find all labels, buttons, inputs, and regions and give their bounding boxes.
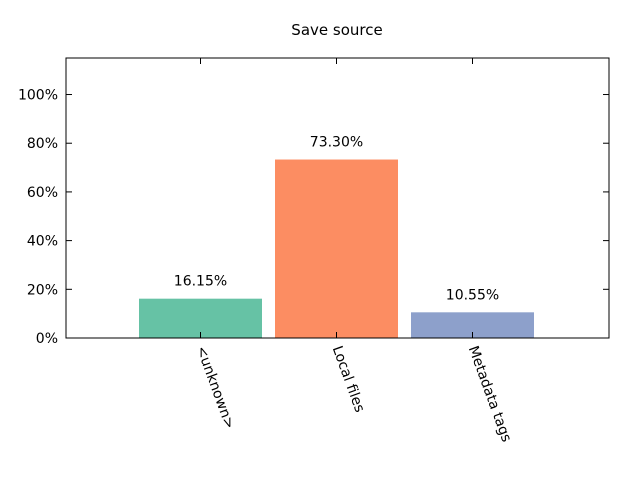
bar <box>139 298 262 338</box>
y-tick-label: 0% <box>36 331 58 347</box>
plot-frame <box>65 57 610 339</box>
y-tick-label: 80% <box>27 136 58 152</box>
value-labels: 16.15% 73.30% 10.55% <box>174 135 499 304</box>
bars <box>139 159 534 338</box>
y-tick-label: 60% <box>27 185 58 201</box>
x-tick-label: Local files <box>329 344 368 415</box>
bar <box>275 159 398 338</box>
bar-value-label: 10.55% <box>446 287 499 303</box>
y-tick-label: 20% <box>27 282 58 298</box>
x-tick-label: Metadata tags <box>465 344 515 444</box>
y-tick-label: 40% <box>27 234 58 250</box>
bar-value-label: 73.30% <box>310 135 363 151</box>
chart-title: Save source <box>291 21 382 39</box>
x-tick-label: <unknown> <box>193 344 238 431</box>
bar-value-label: 16.15% <box>174 274 227 290</box>
y-tick-label: 100% <box>18 88 58 104</box>
y-axis: 0% 20% 40% 60% 80% 100% <box>18 88 609 347</box>
